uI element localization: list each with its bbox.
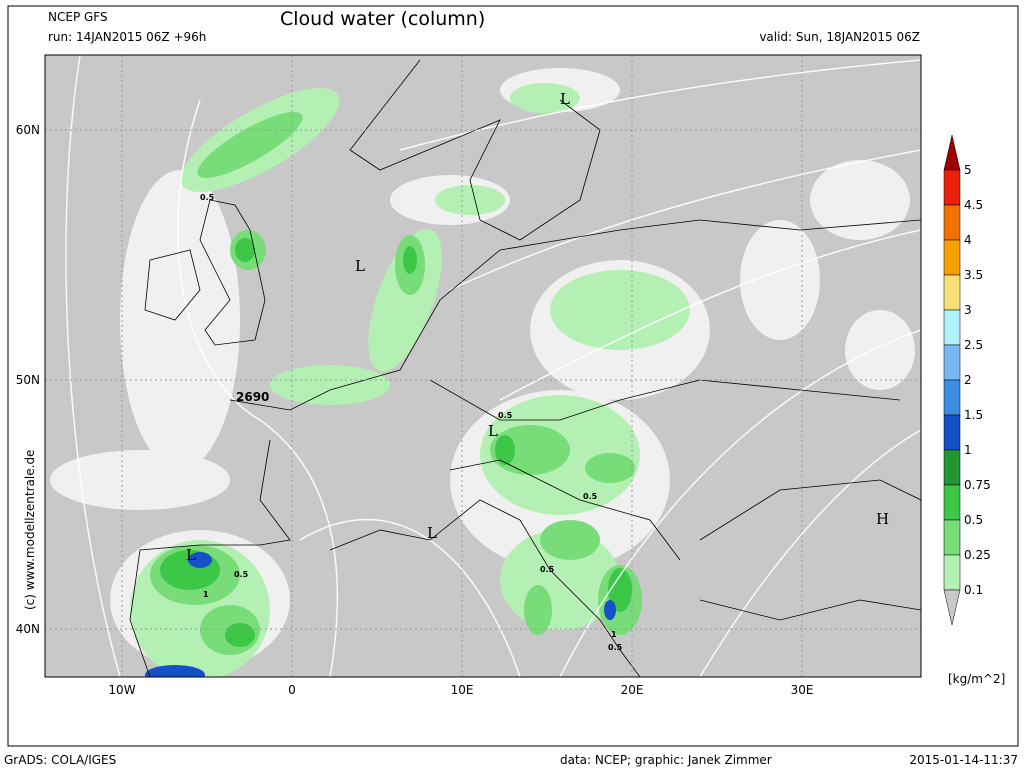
contour-label: 0.5	[498, 411, 513, 420]
colorbar-segment	[943, 414, 961, 451]
lon-label: 10W	[108, 683, 135, 697]
lat-label: 40N	[16, 622, 40, 636]
map-label: L	[427, 524, 437, 542]
colorbar-segment	[943, 204, 961, 241]
colorbar-label: 1	[964, 443, 972, 457]
colorbar-segment	[943, 379, 961, 416]
colorbar-label: 4	[964, 233, 972, 247]
contours	[65, 55, 921, 677]
coastlines	[129, 59, 921, 677]
colorbar-segment	[943, 519, 961, 556]
lon-label: 20E	[621, 683, 644, 697]
contour-label: 0.5	[583, 492, 598, 501]
colorbar-label: 5	[964, 163, 972, 177]
colorbar-label: 1.5	[964, 408, 983, 422]
colorbar-label: 2.5	[964, 338, 983, 352]
lon-label: 0	[288, 683, 296, 697]
valid: valid: Sun, 18JAN2015 06Z	[759, 30, 920, 44]
colorbar-segment	[943, 484, 961, 521]
colorbar-extend-high	[943, 134, 961, 171]
colorbar-label: 0.1	[964, 583, 983, 597]
colorbar-label: 0.75	[964, 478, 991, 492]
lon-label: 10E	[451, 683, 474, 697]
contour-label: 0.5	[608, 643, 623, 652]
graticule	[45, 55, 921, 677]
contour-label: 0.5	[540, 565, 555, 574]
map-label: H	[876, 510, 889, 528]
footer-center: data: NCEP; graphic: Janek Zimmer	[560, 753, 772, 767]
lon-label: 30E	[791, 683, 814, 697]
contour-label: 0.5	[200, 193, 215, 202]
contour-label: 0.5	[234, 570, 249, 579]
colorbar-segment	[943, 449, 961, 486]
map-frame	[44, 54, 922, 678]
outer-frame	[7, 5, 1019, 747]
colorbar-label: 0.25	[964, 548, 991, 562]
run: run: 14JAN2015 06Z +96h	[48, 30, 206, 44]
colorbar-segment	[943, 344, 961, 381]
colorbar-segment	[943, 554, 961, 591]
copyright: (c) www.modellzentrale.de	[23, 450, 37, 610]
colorbar-label: 3	[964, 303, 972, 317]
map-label: L	[186, 546, 196, 564]
colorbar-unit: [kg/m^2]	[948, 672, 1005, 686]
colorbar-label: 4.5	[964, 198, 983, 212]
colorbar-segment	[943, 239, 961, 276]
colorbar-segment	[943, 309, 961, 346]
footer-left: GrADS: COLA/IGES	[4, 753, 116, 767]
cloud-075	[160, 238, 632, 647]
map-label: L	[488, 422, 498, 440]
colorbar-extend-low	[943, 589, 961, 626]
contour-label: 1	[203, 590, 209, 599]
model: NCEP GFS	[48, 10, 108, 24]
title: Cloud water (column)	[280, 8, 485, 30]
colorbar-segment	[943, 274, 961, 311]
map-label: L	[560, 90, 570, 108]
colorbar-label: 0.5	[964, 513, 983, 527]
map: L L L L L L H 2690 0.5 0.5 0.5 0.5 1 1 0…	[16, 54, 922, 697]
map-label: L	[355, 257, 365, 275]
lat-label: 50N	[16, 373, 40, 387]
footer-right: 2015-01-14-11:37	[909, 753, 1018, 767]
contour-label: 1	[611, 630, 617, 639]
colorbar-label: 3.5	[964, 268, 983, 282]
colorbar: 5 4.5 4 3.5 3 2.5 2 1.5 1 0.75 0.5 0.25 0.1	[943, 134, 991, 626]
cloud-15	[145, 552, 616, 677]
map-label: 2690	[236, 390, 269, 404]
lat-label: 60N	[16, 123, 40, 137]
colorbar-label: 2	[964, 373, 972, 387]
colorbar-segment	[943, 169, 961, 206]
